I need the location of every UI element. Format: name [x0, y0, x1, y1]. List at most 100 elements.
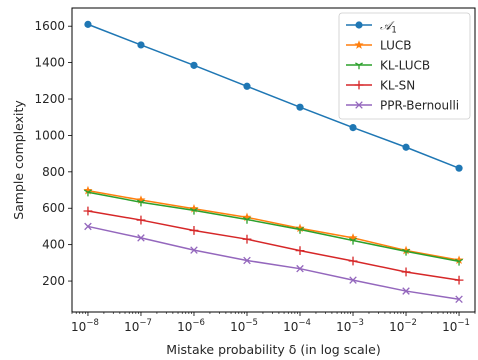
data-point [137, 41, 145, 49]
legend-item: KL-SN [346, 79, 415, 93]
y-tick-label: 400 [42, 238, 65, 252]
legend-name-subscript: 1 [391, 26, 396, 36]
data-point [455, 295, 463, 304]
data-point [354, 40, 364, 49]
legend-item: LUCB [346, 39, 411, 53]
x-tick-base: 10 [124, 320, 139, 334]
data-point [243, 216, 251, 224]
legend-name: KL-LUCB [380, 59, 430, 73]
y-tick-label: 1400 [34, 56, 65, 70]
x-tick-label: 10−3 [336, 318, 364, 334]
legend-item: KL-LUCB [346, 59, 430, 73]
x-tick-exp: −7 [139, 318, 152, 328]
legend: 𝒜1 LUCB KL-LUCB KL-SN PPR-Bernoulli [338, 12, 471, 120]
y-tick-label: 1600 [34, 19, 65, 33]
data-point [349, 123, 357, 132]
data-point [402, 248, 411, 256]
legend-label: PPR-Bernoulli [380, 99, 459, 113]
data-point [83, 206, 93, 216]
x-tick-base: 10 [71, 320, 86, 334]
data-point [296, 264, 304, 273]
x-tick-label: 10−8 [71, 318, 99, 334]
data-point [454, 275, 464, 285]
y-tick-label: 200 [42, 274, 65, 288]
y-tick-label: 800 [42, 165, 65, 179]
data-point [190, 61, 198, 69]
legend-label: LUCB [380, 39, 411, 53]
x-tick-label: 10−2 [389, 318, 417, 334]
data-point [242, 234, 252, 244]
data-point [136, 199, 145, 207]
legend-name: KL-SN [380, 79, 415, 93]
data-point [295, 246, 305, 256]
data-point [349, 237, 357, 245]
legend-label: 𝒜1 [380, 19, 397, 36]
data-point [295, 223, 305, 233]
plot-marks [83, 20, 464, 304]
data-point [348, 256, 358, 266]
data-point [243, 256, 251, 265]
data-point [83, 185, 93, 195]
legend-label: KL-SN [380, 79, 415, 93]
series-line [87, 191, 460, 263]
plot-frame [71, 7, 476, 313]
data-point [84, 20, 92, 28]
data-point [355, 101, 363, 109]
x-tick-base: 10 [177, 320, 192, 334]
legend-box [338, 12, 471, 120]
series-line [87, 189, 460, 261]
x-tick-label: 10−1 [442, 318, 470, 334]
x-tick-label: 10−4 [283, 318, 311, 334]
x-tick-exp: −1 [457, 318, 470, 328]
data-point [190, 207, 198, 215]
data-point [296, 226, 304, 234]
data-point [136, 195, 146, 204]
series-line [87, 23, 460, 169]
x-tick-exp: −2 [404, 318, 417, 328]
x-axis: 10−8 10−7 10−6 10−5 10−4 10−3 10−2 10−1 [71, 312, 476, 334]
legend-name: PPR-Bernoulli [380, 99, 459, 113]
x-tick-base: 10 [283, 320, 298, 334]
series-2 [83, 189, 464, 266]
x-tick-label: 10−7 [124, 318, 152, 334]
x-tick-label: 10−5 [230, 318, 258, 334]
data-point [455, 258, 464, 266]
y-axis: 200 400 600 800 1000 1200 1400 1600 [34, 19, 72, 288]
x-axis-label: Mistake probability δ (in log scale) [166, 342, 380, 357]
y-tick-label: 600 [42, 201, 65, 215]
series-1 [83, 185, 464, 264]
x-tick-exp: −6 [192, 318, 205, 328]
data-point [354, 80, 364, 90]
x-tick-exp: −8 [86, 318, 99, 328]
data-point [355, 21, 363, 29]
data-point [402, 287, 410, 295]
x-tick-exp: −3 [351, 318, 364, 328]
data-point [296, 103, 304, 111]
x-tick-base: 10 [336, 320, 351, 334]
data-point [455, 164, 463, 172]
legend-item: PPR-Bernoulli [346, 99, 459, 113]
x-tick-base: 10 [389, 320, 404, 334]
legend-label: KL-LUCB [380, 59, 430, 73]
series-4 [84, 222, 463, 304]
y-axis-label: Sample complexity [11, 100, 26, 220]
legend-name: 𝒜 [380, 19, 395, 33]
data-point [243, 82, 251, 90]
y-tick-label: 1000 [34, 128, 65, 142]
data-point [83, 189, 92, 197]
x-tick-base: 10 [442, 320, 457, 334]
series-3 [83, 206, 464, 285]
series-line [87, 225, 460, 301]
data-point [348, 233, 358, 242]
data-point [402, 143, 410, 151]
legend-name: LUCB [380, 39, 411, 53]
data-point [242, 212, 252, 222]
series-0 [84, 20, 463, 172]
data-point [190, 246, 198, 254]
data-point [189, 226, 199, 235]
data-point [401, 267, 411, 277]
data-point [454, 255, 464, 264]
data-point [84, 222, 92, 231]
data-point [137, 234, 145, 242]
